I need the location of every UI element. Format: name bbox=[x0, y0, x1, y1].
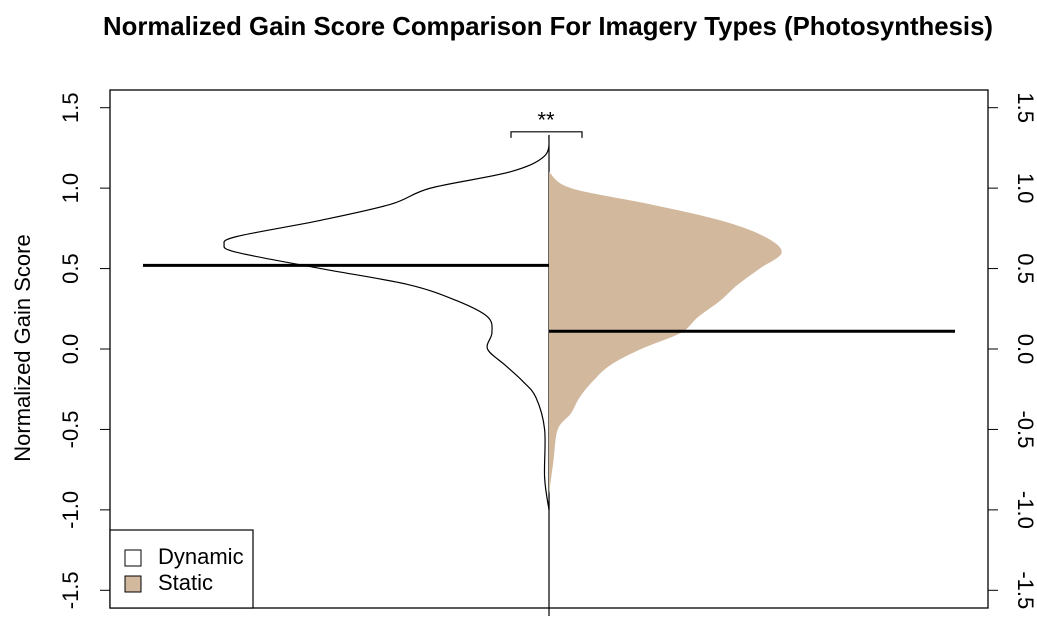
legend-label: Dynamic bbox=[158, 544, 244, 569]
y2-tick-label: 0.0 bbox=[1013, 334, 1037, 365]
y-tick-label: 0.5 bbox=[58, 253, 83, 284]
y2-tick-label: 1.5 bbox=[1013, 92, 1037, 123]
y-axis-label: Normalized Gain Score bbox=[10, 234, 35, 461]
y-tick-label: -1.5 bbox=[58, 571, 83, 609]
legend-label: Static bbox=[158, 570, 213, 595]
y-tick-label: 1.5 bbox=[58, 92, 83, 123]
y2-tick-label: -1.0 bbox=[1013, 491, 1037, 529]
y2-tick-label: -0.5 bbox=[1013, 410, 1037, 448]
chart-title: Normalized Gain Score Comparison For Ima… bbox=[103, 11, 993, 41]
y-tick-label: 1.0 bbox=[58, 173, 83, 204]
y-tick-label: -0.5 bbox=[58, 410, 83, 448]
y2-tick-label: -1.5 bbox=[1013, 571, 1037, 609]
bean bbox=[549, 172, 782, 494]
bean bbox=[223, 134, 550, 510]
legend-swatch bbox=[124, 549, 142, 567]
y-tick-label: -1.0 bbox=[58, 491, 83, 529]
legend-swatch bbox=[124, 575, 142, 593]
y2-tick-label: 0.5 bbox=[1013, 253, 1037, 284]
annotation: ** bbox=[537, 108, 555, 133]
y-tick-label: 0.0 bbox=[58, 334, 83, 365]
legend-box bbox=[109, 529, 254, 609]
y2-tick-label: 1.0 bbox=[1013, 173, 1037, 204]
significance-bracket bbox=[510, 131, 583, 138]
